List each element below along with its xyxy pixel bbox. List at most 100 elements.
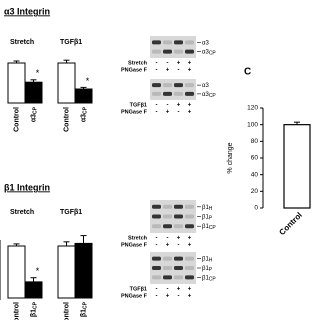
x-tick-label-sub: CP <box>33 106 39 114</box>
sign: - <box>156 243 158 249</box>
row-label: TGFβ1 <box>130 286 147 292</box>
y-tick-label: 60 <box>251 155 259 162</box>
sign: - <box>156 68 158 74</box>
blot-band <box>185 91 194 96</box>
blot-band <box>174 40 183 45</box>
y-tick-label: 0 <box>254 205 258 212</box>
y-axis-label: % change <box>227 142 234 173</box>
bar <box>7 62 26 104</box>
blot-band <box>174 214 183 219</box>
band-label-text: β1 <box>202 214 209 220</box>
blot-band <box>174 256 183 261</box>
sign: + <box>188 68 192 74</box>
sign: + <box>166 243 170 249</box>
blot-band <box>174 91 183 96</box>
sign: + <box>177 103 181 109</box>
blot-band <box>185 266 194 270</box>
blot-band <box>163 256 172 261</box>
blot-band <box>174 266 183 270</box>
blot-band <box>152 224 161 229</box>
chart-label: TGFβ1 <box>60 39 82 46</box>
bar <box>57 62 76 104</box>
sign: - <box>156 61 158 67</box>
blot-band <box>152 91 161 96</box>
sign: - <box>156 287 158 293</box>
sign: + <box>188 61 192 67</box>
sign: - <box>156 110 158 116</box>
band-label-sub: P <box>209 216 213 222</box>
row-label: PNGase F <box>121 242 148 248</box>
sign: + <box>188 243 192 249</box>
band-label: β1P <box>202 266 213 274</box>
x-tick-label-text: Control <box>63 302 70 320</box>
bar <box>283 124 311 209</box>
sign: + <box>166 294 170 300</box>
panel-title: β1 Integrin <box>4 182 50 192</box>
band-label: β1CP <box>202 275 216 283</box>
blot-band <box>163 204 172 209</box>
sign: - <box>167 236 169 242</box>
y-tick-label: 40 <box>251 171 259 178</box>
chart-label: TGFβ1 <box>60 209 82 216</box>
sign: + <box>166 68 170 74</box>
sign: - <box>167 103 169 109</box>
x-tick-label-sub: CP <box>83 106 89 114</box>
band-label: α3 <box>202 83 209 89</box>
sign: + <box>177 236 181 242</box>
blot-band <box>174 49 183 54</box>
blot-band <box>152 83 161 88</box>
band-label-sub: P <box>209 267 213 273</box>
blot-band <box>152 266 161 270</box>
row-label: PNGase F <box>121 109 148 115</box>
x-tick-label-text: Control <box>63 107 70 132</box>
band-label-text: β1 <box>202 275 209 281</box>
x-tick-label: α3CP <box>30 106 38 122</box>
band-label: β1P <box>202 214 213 222</box>
bar <box>7 245 26 299</box>
band-label: α3 <box>202 40 209 46</box>
x-tick-label-sub: CP <box>83 301 89 309</box>
sign: - <box>178 294 180 300</box>
band-label-sub: H <box>209 206 213 212</box>
band-label-sub: CP <box>209 93 217 99</box>
panel-letter: C <box>244 67 251 78</box>
band-label: α3CP <box>202 49 216 57</box>
band-label-text: β1 <box>202 256 209 262</box>
sign: + <box>166 110 170 116</box>
sign: + <box>177 61 181 67</box>
x-tick-label-text: α3 <box>80 114 87 122</box>
x-tick-label-sub: CP <box>33 301 39 309</box>
sign: - <box>167 287 169 293</box>
band-label-sub: CP <box>209 51 217 57</box>
blot-background <box>150 79 196 100</box>
x-tick-label: Control <box>63 107 70 132</box>
band-label-sub: H <box>209 258 213 264</box>
blot-band <box>185 83 194 88</box>
sign: + <box>188 294 192 300</box>
blot-band <box>163 40 172 45</box>
band-label-text: β1 <box>202 266 209 272</box>
blot-band <box>152 49 161 54</box>
sign: + <box>188 287 192 293</box>
annotation: * <box>36 68 40 78</box>
x-tick-label: β1CP <box>80 301 88 317</box>
bar <box>24 81 43 104</box>
blot-band <box>163 275 172 280</box>
blot-band <box>174 83 183 88</box>
row-label: PNGase F <box>121 67 148 73</box>
blot-band <box>185 214 194 219</box>
blot-band <box>185 224 194 229</box>
bar <box>74 88 93 104</box>
x-tick-label: Control <box>13 302 20 320</box>
blot-band <box>152 214 161 219</box>
blot-background <box>150 36 196 58</box>
band-label-text: α3 <box>202 83 209 89</box>
blot-band <box>152 256 161 261</box>
x-tick-label: β1CP <box>30 301 38 317</box>
blot-band <box>174 275 183 280</box>
x-tick-label: Control <box>63 302 70 320</box>
x-tick-label-text: α3 <box>30 114 37 122</box>
y-tick-label: 20 <box>251 188 259 195</box>
sign: - <box>156 236 158 242</box>
